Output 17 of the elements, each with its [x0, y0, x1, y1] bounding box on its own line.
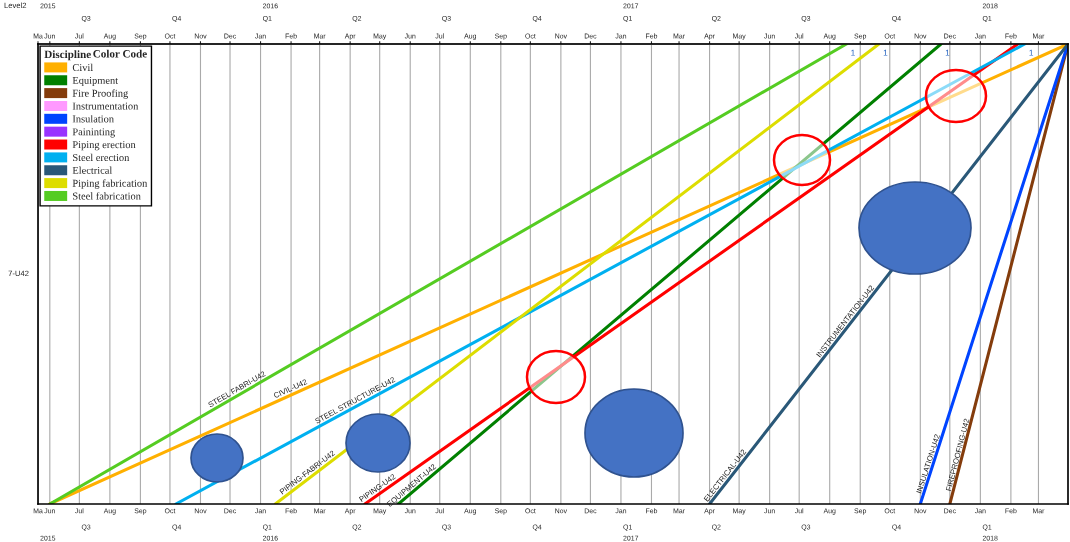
annotation: 1: [851, 49, 855, 56]
legend-label: Equipment: [72, 76, 119, 87]
legend-label: Insulation: [72, 115, 114, 123]
legend-label: Piping erection: [72, 141, 136, 151]
legend-label: Fire Proofing: [72, 89, 129, 99]
legend-label: Instrumentation: [72, 102, 139, 110]
annotation: 1: [1029, 49, 1034, 56]
legend-label: Steel erection: [73, 153, 130, 162]
legend-title: Discipline: [44, 50, 91, 61]
annotation: 1: [945, 49, 950, 56]
legend-label: Electrical: [72, 166, 113, 174]
legend-label: Piping fabrication: [72, 179, 148, 189]
legend-label: Paininting: [72, 128, 115, 138]
legend-label: Steel fabrication: [73, 192, 141, 200]
annotation: 1: [883, 49, 888, 56]
legend-label: Civil: [72, 63, 93, 72]
annotation: Color Code: [93, 49, 147, 58]
